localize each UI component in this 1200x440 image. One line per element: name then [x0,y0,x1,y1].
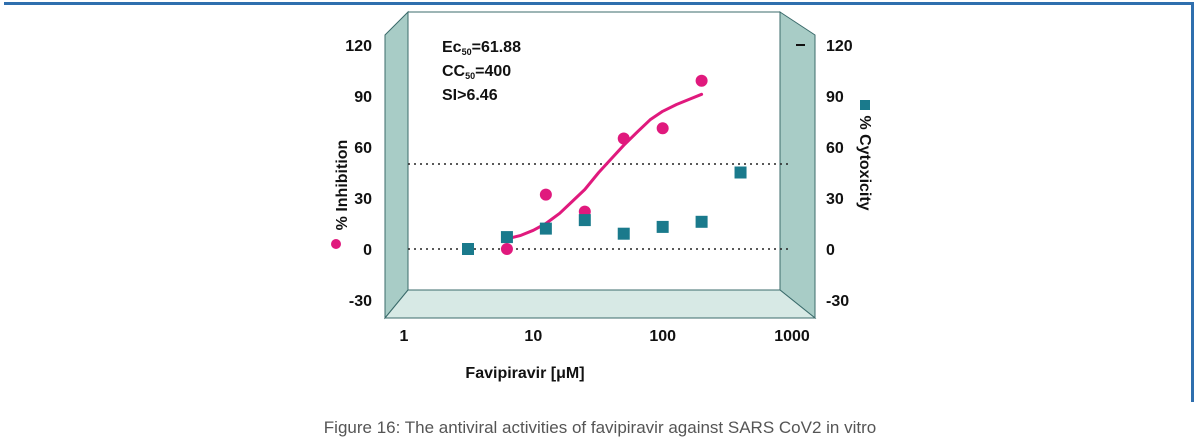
chart-left-wall [384,10,409,320]
cytotoxicity-point-7 [734,166,747,179]
cytotoxicity-point-3 [578,214,591,227]
left-y-tick-label-2: 60 [354,140,372,157]
cytotoxicity-point-0 [462,243,475,255]
cytotoxicity-point-2 [539,222,552,235]
right-y-tick-label-2: 60 [826,140,844,157]
right-y-axis-title: % Cytoxicity [856,115,873,210]
annotation-block: Ec50=61.88 CC50=400 SI>6.46 [442,39,521,104]
cytotoxicity-point-1 [500,231,513,244]
figure-frame [4,2,1194,402]
inhibition-point-5 [695,74,708,87]
x-tick-label-2: 100 [649,328,676,345]
right-y-tick-label-4: 0 [826,242,835,259]
left-y-tick-label-1: 90 [354,89,372,106]
inhibition-point-4 [656,122,669,135]
cytotoxicity-point-5 [656,220,669,233]
x-tick-label-0: 1 [400,328,409,345]
x-ticks: 1 10 100 1000 [400,328,810,345]
fit-curve-2 [505,92,704,241]
left-y-tick-label-0: 120 [345,38,372,55]
cytotoxicity-point-6 [695,215,708,228]
left-y-tick-label-5: -30 [349,293,372,310]
cytotoxicity-point-4 [617,227,630,240]
annotation-si: SI>6.46 [442,87,498,104]
chart: 120 90 60 30 0 -30 120 90 60 30 0 -30 1 10 100 1000 F… [331,10,873,382]
inhibition-point-3 [617,132,630,145]
inhibition-point-0 [500,243,513,255]
reference-lines [408,163,792,250]
left-y-tick-label-3: 30 [354,191,372,208]
x-tick-label-1: 10 [524,328,542,345]
chart-floor [383,289,817,319]
left-y-axis-title: % Inhibition [334,140,351,231]
right-y-tick-label-3: 30 [826,191,844,208]
right-y-ticks: 120 90 60 30 0 -30 [826,38,853,310]
x-axis-title: Favipiravir [μM] [465,365,584,382]
left-axis-legend-marker [331,239,341,249]
right-y-tick-label-5: -30 [826,293,849,310]
annotation-ec50: Ec50=61.88 [442,39,521,57]
figure-caption: Figure 16: The antiviral activities of f… [323,418,877,437]
fit-curves [505,92,704,241]
right-y-tick-label-0: 120 [826,38,853,55]
right-y-tick-label-1: 90 [826,89,844,106]
left-y-tick-label-4: 0 [363,242,372,259]
x-tick-label-3: 1000 [774,328,810,345]
inhibition-point-1 [539,188,552,201]
right-axis-legend-marker [860,100,870,110]
data-points [462,74,747,255]
annotation-cc50: CC50=400 [442,63,511,81]
left-y-ticks: 120 90 60 30 0 -30 [345,38,372,310]
chart-right-wall [779,11,816,320]
